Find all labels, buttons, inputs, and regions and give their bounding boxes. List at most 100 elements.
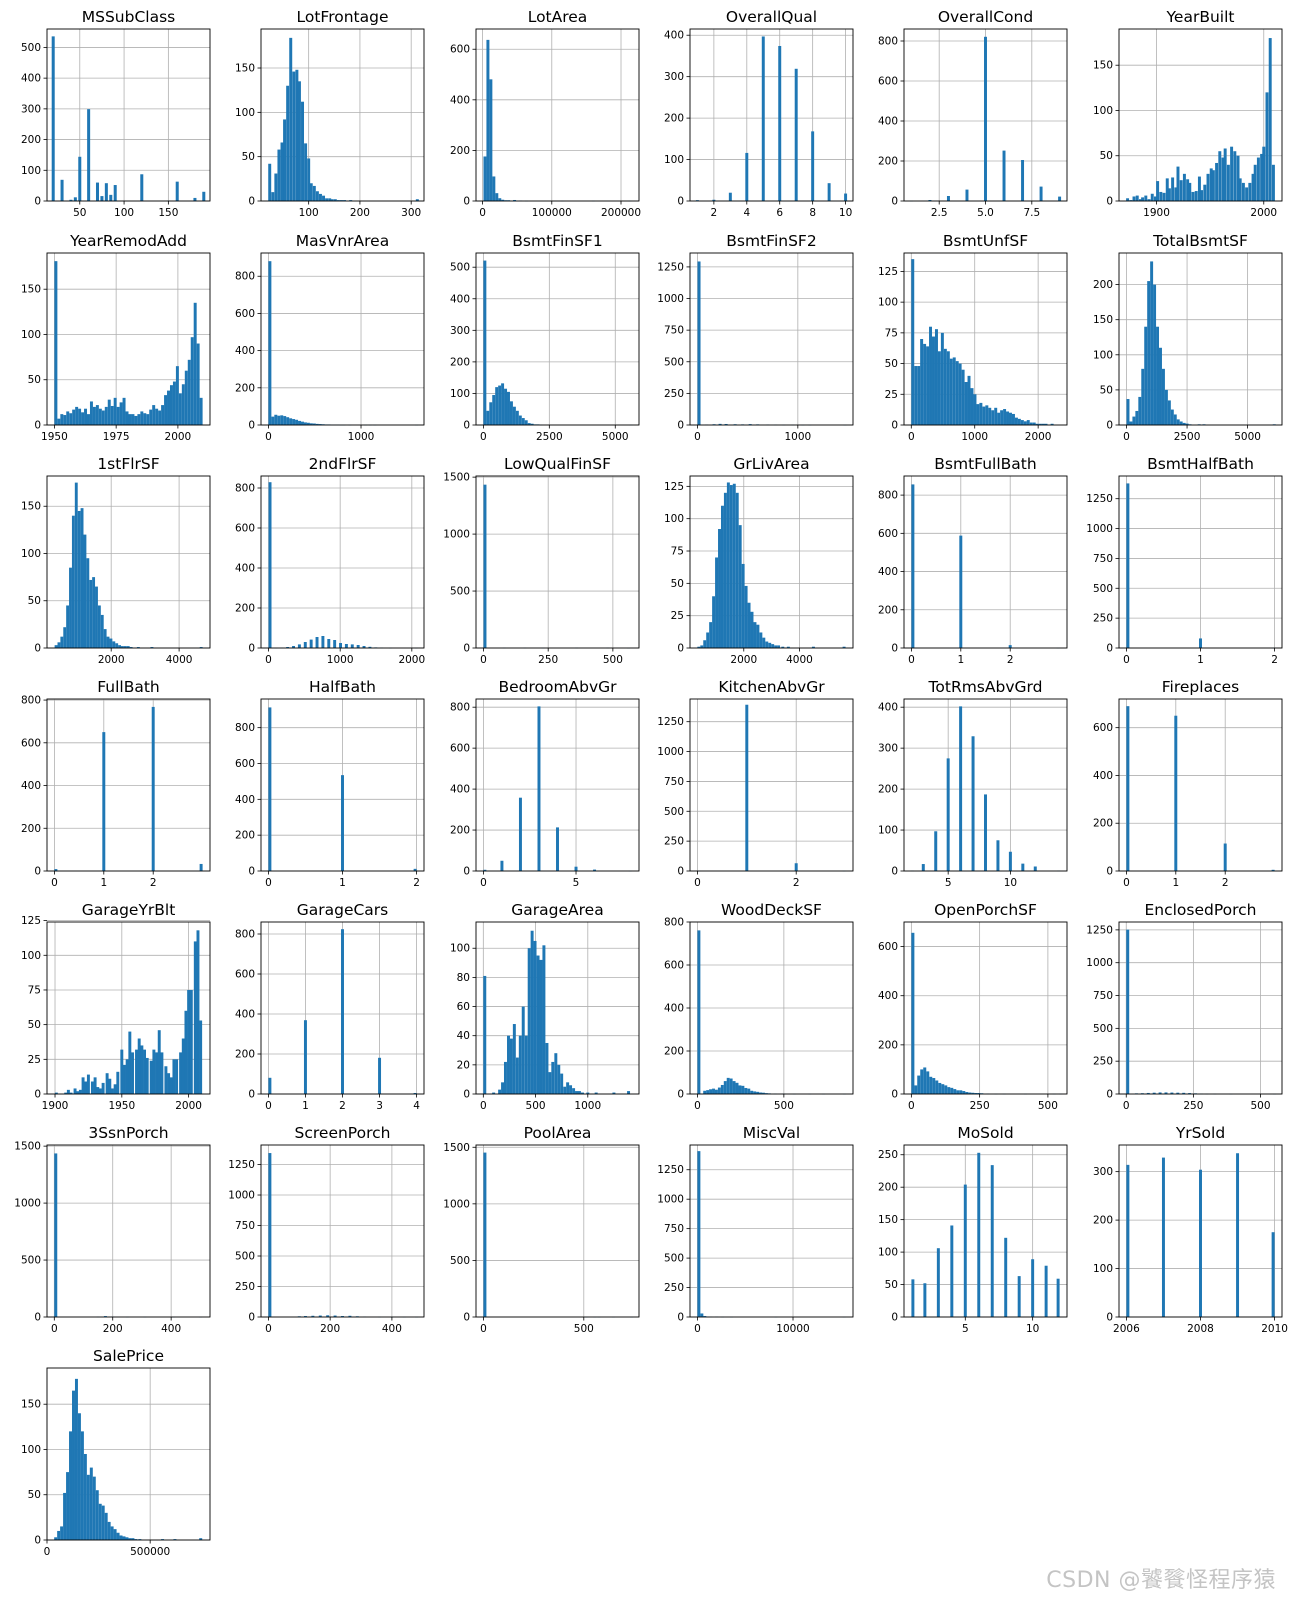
histogram-bar <box>71 515 75 648</box>
histogram-bar <box>1126 929 1130 1094</box>
histogram-bar <box>1233 151 1237 201</box>
histogram-bar <box>977 1152 981 1317</box>
axes-frame <box>903 921 1068 1095</box>
y-tick-label: 0 <box>248 1089 255 1101</box>
histogram-bar <box>193 302 197 425</box>
histogram-bar <box>729 1078 733 1094</box>
histogram-bar <box>92 1476 96 1540</box>
x-tick-label: 0 <box>1123 431 1130 443</box>
histogram-bar <box>1218 151 1222 201</box>
subplot-title: LotArea <box>528 8 588 26</box>
histogram-bar <box>69 1431 73 1540</box>
histogram-bar <box>140 411 144 425</box>
axes-frame <box>689 28 854 202</box>
y-tick-label: 0 <box>34 1312 41 1324</box>
x-tick-label: 1000 <box>784 431 811 443</box>
y-tick-label: 0 <box>248 866 255 878</box>
axes-frame <box>903 698 1068 872</box>
histogram-bar <box>286 647 290 648</box>
x-tick-label: 0 <box>480 654 487 666</box>
histogram-bar <box>341 775 344 871</box>
histogram-bar <box>184 1010 188 1094</box>
histogram-bar <box>994 407 998 425</box>
y-tick-label: 600 <box>235 523 255 535</box>
histogram-bar <box>199 863 203 871</box>
histogram-bar <box>723 1081 727 1094</box>
histogram-bar <box>277 149 281 201</box>
x-tick-label: 4 <box>413 1100 420 1112</box>
histogram-bar <box>507 1035 510 1094</box>
histogram-bar <box>301 101 305 201</box>
histogram-bar <box>934 831 938 871</box>
histogram-bar <box>97 605 101 648</box>
histogram-bar <box>1138 396 1142 425</box>
subplot-title: WoodDeckSF <box>721 901 822 919</box>
histogram-bar <box>1167 188 1171 201</box>
histogram-bar <box>1188 182 1192 201</box>
histogram-bar <box>189 989 193 1094</box>
y-tick-label: 0 <box>891 643 898 655</box>
x-tick-label: 1 <box>957 654 964 666</box>
y-tick-label: 1000 <box>228 1190 255 1202</box>
y-tick-label: 600 <box>878 528 898 540</box>
histogram-bar <box>483 975 487 1094</box>
histogram-bar <box>286 85 290 201</box>
subplot-bsmtfinsf2: 0 250 500 750 1000 1250 0 1000 BsmtFinSF2 <box>657 232 854 443</box>
subplot-title: YearBuilt <box>1166 8 1235 26</box>
y-tick-label: 0 <box>463 196 470 208</box>
subplot-lotfrontage: 0 50 100 150 100 200 300 LotFrontage <box>235 8 425 219</box>
histogram-bar <box>1002 150 1006 201</box>
histogram-bar <box>309 183 313 201</box>
histogram-bar <box>967 375 971 425</box>
histogram-bar <box>786 646 790 648</box>
histogram-bar <box>512 1024 516 1094</box>
subplot-title: PoolArea <box>524 1124 592 1142</box>
histogram-bar <box>60 179 64 201</box>
x-tick-label: 0 <box>908 654 915 666</box>
histogram-bar <box>741 1085 745 1094</box>
histogram-bar <box>116 406 120 425</box>
histogram-bar <box>926 346 930 425</box>
subplot-title: MSSubClass <box>82 8 176 26</box>
subplot-title: GrLivArea <box>733 455 809 473</box>
histogram-bar <box>413 868 417 871</box>
y-tick-label: 0 <box>34 866 41 878</box>
histogram-bar <box>959 706 963 871</box>
x-tick-label: 2008 <box>1187 1323 1214 1335</box>
histogram-bar <box>963 1184 967 1317</box>
y-tick-label: 100 <box>664 513 684 525</box>
histogram-bar <box>280 415 284 425</box>
x-tick-label: 5 <box>945 877 952 889</box>
x-tick-label: 2000 <box>1025 431 1052 443</box>
y-tick-label: 400 <box>878 990 898 1002</box>
subplot-garageyrblt: 0 25 50 75 100 125 1900 1950 2000 GarageYrBlt <box>21 901 211 1112</box>
histogram-bar <box>744 585 748 648</box>
histogram-bar <box>521 1006 525 1094</box>
histogram-bar <box>1209 168 1213 201</box>
x-tick-label: 2000 <box>1250 207 1277 219</box>
histogram-bar <box>175 181 179 201</box>
x-tick-label: 2500 <box>1174 431 1201 443</box>
y-tick-label: 0 <box>891 1312 898 1324</box>
histogram-bar <box>1182 422 1186 425</box>
histogram-bar <box>1221 157 1225 201</box>
histogram-bar <box>512 406 516 425</box>
histogram-bar <box>63 415 67 425</box>
y-tick-label: 100 <box>878 297 898 309</box>
histogram-bar <box>1211 170 1215 201</box>
x-tick-label: 2 <box>1007 654 1014 666</box>
subplot-bsmtunfsf: 0 25 50 75 100 125 0 1000 2000 BsmtUnfSF <box>878 232 1068 443</box>
histogram-bar <box>521 418 525 425</box>
histogram-bar <box>169 1077 173 1094</box>
x-tick-label: 1 <box>302 1100 309 1112</box>
histogram-bar <box>965 189 969 201</box>
histogram-bar <box>720 505 724 648</box>
histogram-bar <box>158 410 162 425</box>
histogram-bar <box>936 1248 940 1317</box>
subplot-title: SalePrice <box>93 1347 164 1365</box>
histogram-bar <box>973 394 977 425</box>
histogram-bar <box>297 81 301 201</box>
histogram-bar <box>1008 645 1012 648</box>
histogram-bar <box>527 948 531 1094</box>
histogram-bar <box>66 411 70 425</box>
